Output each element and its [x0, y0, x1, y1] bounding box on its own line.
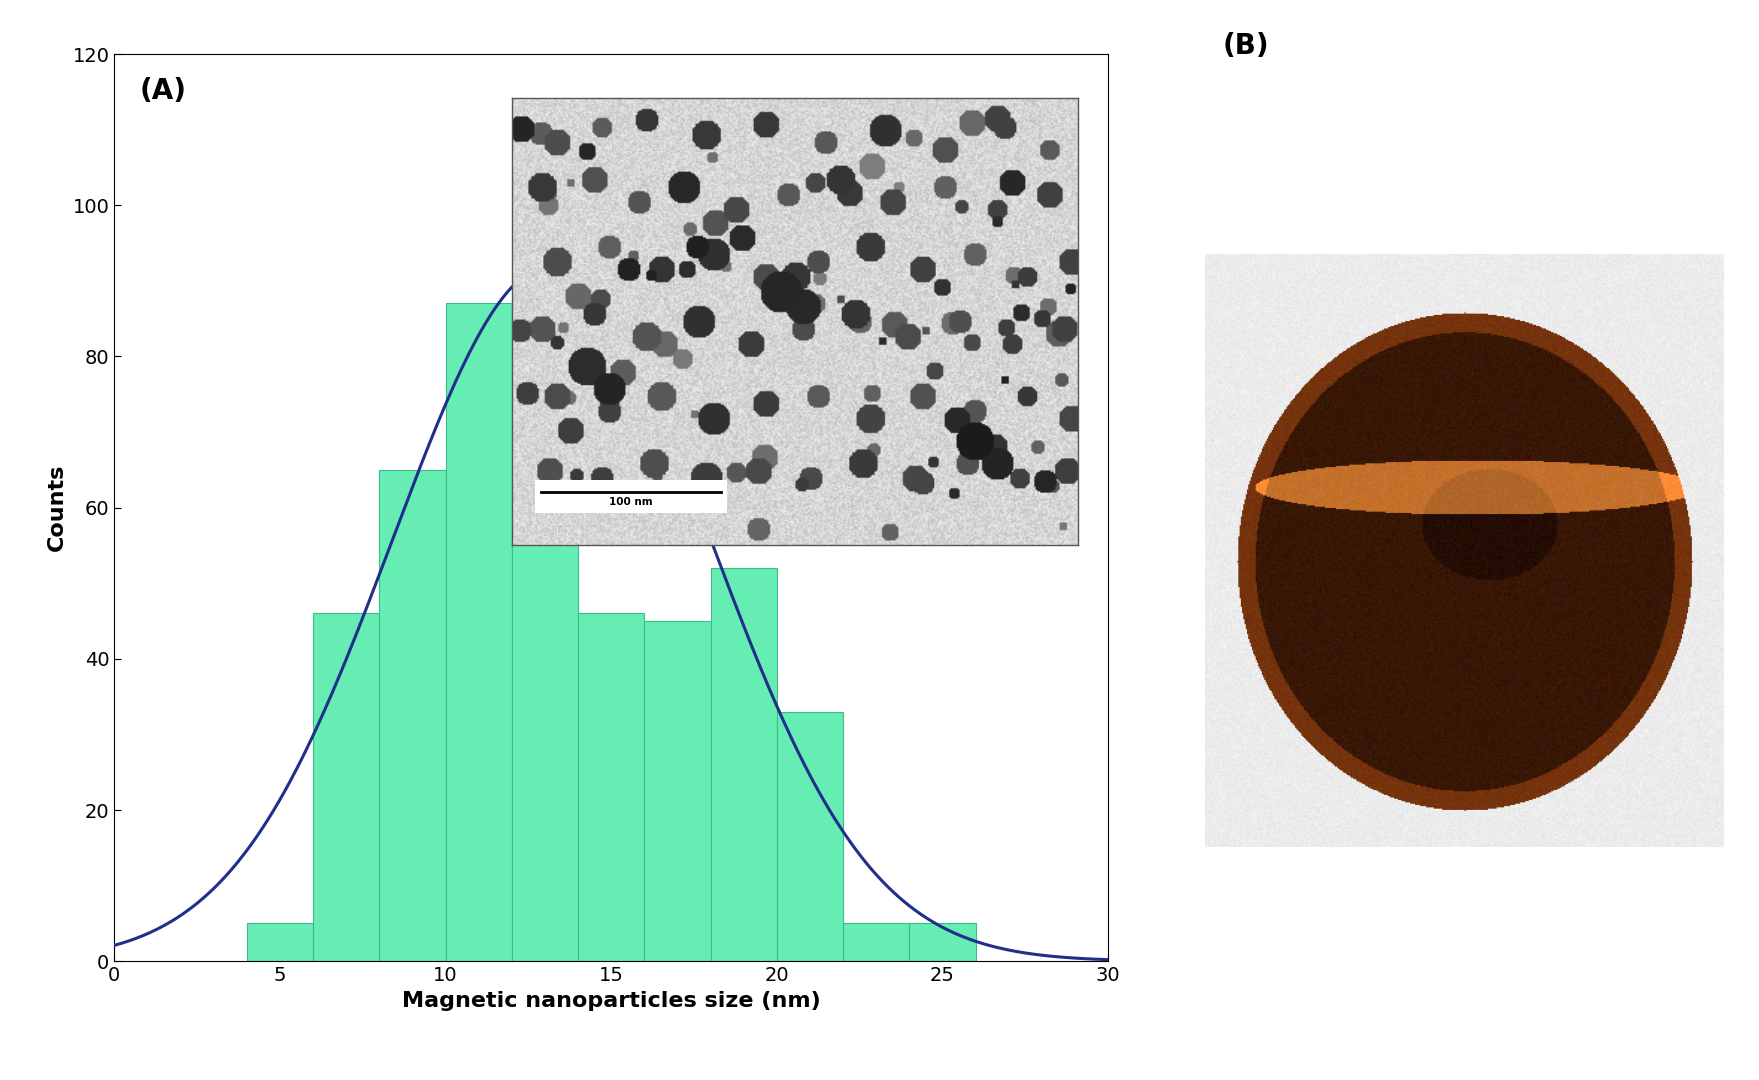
Bar	[579, 613, 644, 961]
Bar	[246, 923, 313, 961]
Bar	[644, 621, 711, 961]
X-axis label: Magnetic nanoparticles size (nm): Magnetic nanoparticles size (nm)	[401, 990, 821, 1011]
Bar	[512, 266, 579, 961]
Y-axis label: Counts: Counts	[47, 464, 67, 551]
Bar	[313, 613, 380, 961]
Bar	[843, 923, 909, 961]
Bar	[711, 568, 777, 961]
Bar	[445, 303, 512, 961]
Bar	[535, 481, 726, 513]
Bar	[909, 923, 976, 961]
Text: 100 nm: 100 nm	[609, 497, 653, 508]
Bar	[380, 470, 445, 961]
Text: (A): (A)	[139, 77, 186, 105]
Text: (B): (B)	[1223, 32, 1270, 60]
Bar	[777, 712, 843, 961]
